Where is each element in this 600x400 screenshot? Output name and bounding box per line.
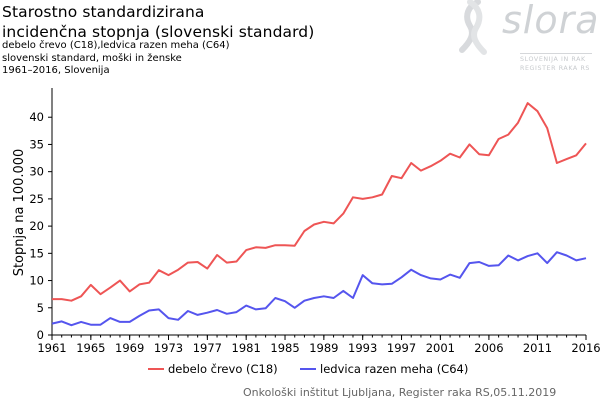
chart-title: Starostno standardizirana incidenčna sto…	[2, 2, 314, 42]
logo-wordmark: slora	[502, 0, 600, 42]
slora-logo: slora SLOVENIJA IN RAK REGISTER RAKA RS	[428, 0, 600, 78]
x-tick-label: 2016	[571, 341, 600, 355]
ribbon-icon	[459, 0, 487, 55]
y-tick-label: 35	[29, 137, 44, 151]
logo-line-2: REGISTER RAKA RS	[520, 65, 591, 72]
y-tick-label: 30	[29, 165, 44, 179]
x-tick-label: 1973	[154, 341, 183, 355]
chart-subtitle: debelo črevo (C18),ledvica razen meha (C…	[2, 40, 230, 78]
logo-divider	[520, 53, 592, 54]
y-tick-label: 20	[29, 219, 44, 233]
subtitle-sites: debelo črevo (C18),ledvica razen meha (C…	[2, 40, 230, 51]
x-tick-label: 1989	[309, 341, 338, 355]
x-tick-label: 1981	[232, 341, 261, 355]
subtitle-standard: slovenski standard, moški in ženske	[2, 52, 182, 64]
x-tick-label: 2011	[523, 341, 552, 355]
x-tick-label: 1961	[37, 341, 66, 355]
x-tick-label: 1977	[193, 341, 222, 355]
x-tick-label: 2001	[426, 341, 455, 355]
legend-label-2: ledvica razen meha (C64)	[320, 362, 468, 376]
title-line-1: Starostno standardizirana	[2, 3, 205, 21]
y-tick-label: 0	[37, 328, 44, 342]
logo-line-1: SLOVENIJA IN RAK	[520, 56, 586, 63]
subtitle-period: 1961–2016, Slovenija	[2, 65, 110, 76]
series-line-2	[51, 251, 587, 327]
source-footer: Onkološki inštitut Ljubljana, Register r…	[243, 386, 557, 399]
x-tick-label: 1997	[387, 341, 416, 355]
y-tick-label: 5	[37, 301, 44, 315]
x-tick-label: 2006	[474, 341, 503, 355]
x-tick-label: 1993	[348, 341, 377, 355]
title-line-2: incidenčna stopnja (slovenski standard)	[2, 23, 315, 41]
y-tick-label: 25	[29, 192, 44, 206]
series-line-1	[52, 102, 587, 302]
y-tick-label: 40	[29, 110, 44, 124]
x-tick-label: 1985	[270, 341, 299, 355]
y-axis-label: Stopnja na 100.000	[12, 149, 27, 277]
legend-label-1: debelo črevo (C18)	[168, 362, 278, 376]
y-tick-label: 15	[29, 246, 44, 260]
x-tick-label: 1969	[115, 341, 144, 355]
y-tick-label: 10	[29, 274, 44, 288]
x-tick-label: 1965	[76, 341, 105, 355]
